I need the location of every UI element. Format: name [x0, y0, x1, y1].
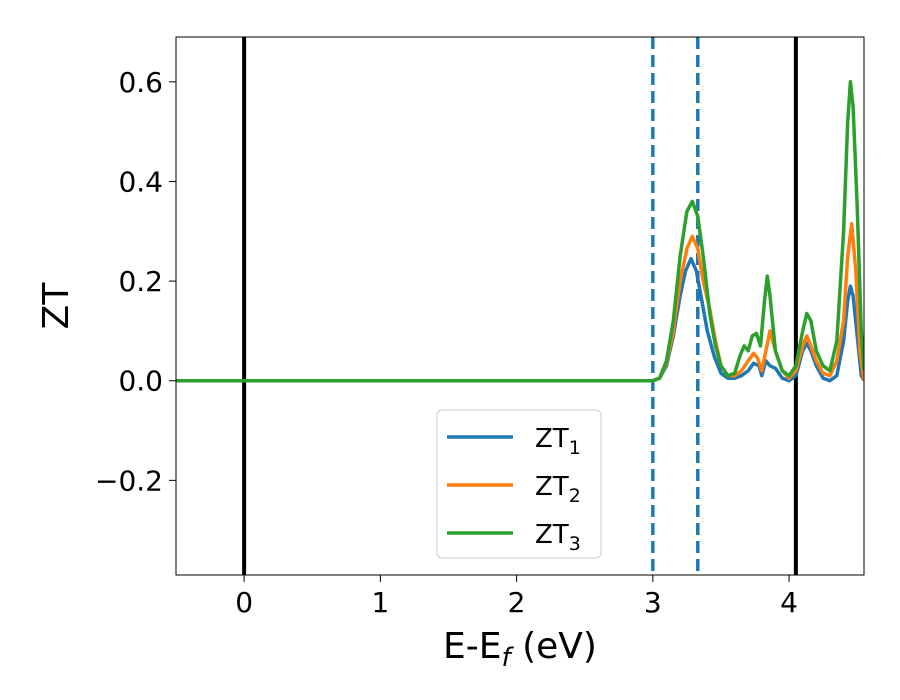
x-tick-label: 0 [235, 586, 253, 619]
series-line-3 [176, 80, 864, 383]
x-axis-title-unit: (eV) [511, 626, 597, 667]
y-tick-label: 0.0 [118, 365, 163, 398]
y-tick-label: 0.4 [118, 165, 163, 198]
legend-label-1: ZT1 [535, 424, 581, 459]
y-tick-label: 0.6 [118, 66, 163, 99]
y-axis-ticks: −0.2 0.0 0.2 0.4 0.6 [95, 66, 176, 497]
x-tick-label: 3 [644, 586, 662, 619]
x-axis-title-main: E-E [443, 626, 501, 667]
x-axis-title: E-Ef (eV) [443, 626, 597, 673]
legend: ZT1 ZT2 ZT3 [436, 409, 602, 559]
data-series [176, 80, 864, 383]
y-tick-label: −0.2 [95, 464, 163, 497]
legend-box [436, 409, 602, 559]
plot-frame [175, 36, 865, 576]
x-tick-label: 4 [780, 586, 798, 619]
plot-lines [242, 37, 798, 575]
x-tick-label: 1 [371, 586, 389, 619]
legend-label-2: ZT2 [535, 472, 581, 507]
x-tick-label: 2 [508, 586, 526, 619]
x-axis-ticks: 0 1 2 3 4 [235, 575, 798, 619]
series-line-2 [176, 222, 864, 383]
y-axis-title: ZT [36, 282, 77, 330]
y-tick-label: 0.2 [118, 265, 163, 298]
legend-label-3: ZT3 [535, 520, 581, 555]
